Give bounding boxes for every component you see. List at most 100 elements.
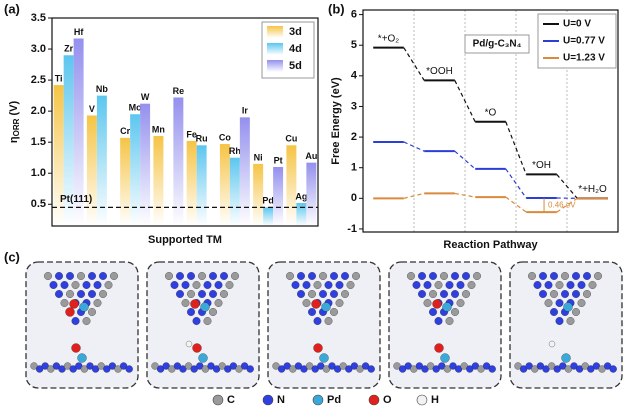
inset-box (464, 34, 530, 54)
bar-label: Re (173, 86, 185, 96)
atom (583, 290, 591, 298)
atom (65, 307, 75, 317)
legend-swatch (267, 60, 283, 72)
atom (151, 362, 159, 370)
atom (47, 365, 55, 373)
atom (55, 290, 63, 298)
atom (192, 317, 201, 325)
bar (273, 167, 284, 226)
atom (110, 272, 118, 280)
atom (173, 362, 182, 370)
atom (423, 281, 432, 289)
atom (415, 362, 424, 370)
atom (352, 272, 360, 280)
atom (572, 290, 580, 298)
atom (272, 362, 280, 370)
atom (88, 272, 96, 280)
atom (198, 353, 208, 363)
atom (423, 299, 432, 307)
bar (173, 97, 184, 226)
atom (93, 299, 102, 307)
y-tick-label: 4 (351, 70, 358, 82)
legend-label: 4d (289, 43, 302, 55)
atom (434, 317, 443, 325)
atom (438, 362, 446, 370)
atom (418, 272, 426, 280)
bar (229, 157, 240, 226)
atom (214, 299, 223, 307)
atom (168, 365, 176, 373)
atom (311, 299, 321, 309)
atom (55, 272, 63, 280)
atom (108, 362, 117, 370)
connector (556, 174, 578, 199)
atom (322, 365, 331, 373)
structure-panel (267, 261, 381, 389)
y-tick-label: 1 (351, 162, 357, 174)
atom (305, 362, 314, 370)
atom (555, 299, 564, 307)
atom (308, 308, 316, 316)
atom (432, 365, 440, 373)
atom (410, 365, 418, 373)
atom (41, 362, 49, 370)
atom (575, 365, 584, 373)
y-tick-label: 1.5 (31, 136, 46, 148)
y-tick-label: 3 (351, 100, 357, 112)
atom (179, 365, 187, 373)
atom (297, 272, 305, 280)
y-label-unit: (V) (8, 101, 20, 119)
structure-panel (509, 261, 623, 389)
atom (525, 362, 533, 370)
atom (91, 365, 100, 373)
atom (66, 272, 74, 280)
atom (442, 302, 452, 312)
atom (330, 308, 338, 316)
connector (505, 196, 527, 213)
atom (300, 365, 308, 373)
state-label: *+H₂O (578, 184, 607, 195)
atom (218, 362, 226, 370)
atom (44, 272, 52, 280)
atom (429, 290, 437, 298)
atom (319, 272, 327, 280)
atom (583, 272, 591, 280)
y-axis-label: ηORR (V) (8, 101, 21, 144)
atom (184, 362, 193, 370)
atom (294, 362, 303, 370)
bar (63, 55, 74, 227)
bar-label: Nb (96, 84, 108, 94)
atom (71, 343, 81, 353)
axes-frame (362, 9, 619, 233)
atom (181, 299, 190, 307)
atom (289, 365, 297, 373)
atom (317, 362, 325, 370)
bar-label: Ti (55, 73, 63, 83)
atom (594, 272, 602, 280)
atom (333, 365, 342, 373)
atom (321, 302, 331, 312)
atom (451, 308, 459, 316)
panel-label: (c) (4, 249, 20, 264)
atom (63, 362, 72, 370)
atom (539, 290, 547, 298)
atom (231, 272, 239, 280)
bar (53, 85, 64, 226)
atom (308, 290, 316, 298)
atom (313, 317, 322, 325)
atom (82, 281, 91, 289)
legend-label: Pd (327, 394, 341, 406)
state-label: *OOH (426, 66, 453, 77)
connector (454, 192, 476, 198)
atom (335, 299, 344, 307)
atom (330, 290, 338, 298)
atom (345, 365, 353, 373)
y-tick-label: 2 (351, 131, 357, 143)
atom (561, 353, 571, 363)
bar-label: Fe (186, 129, 197, 139)
atom (66, 290, 74, 298)
atom (514, 362, 522, 370)
y-label-sub: ORR (12, 118, 21, 136)
atom (240, 362, 249, 370)
